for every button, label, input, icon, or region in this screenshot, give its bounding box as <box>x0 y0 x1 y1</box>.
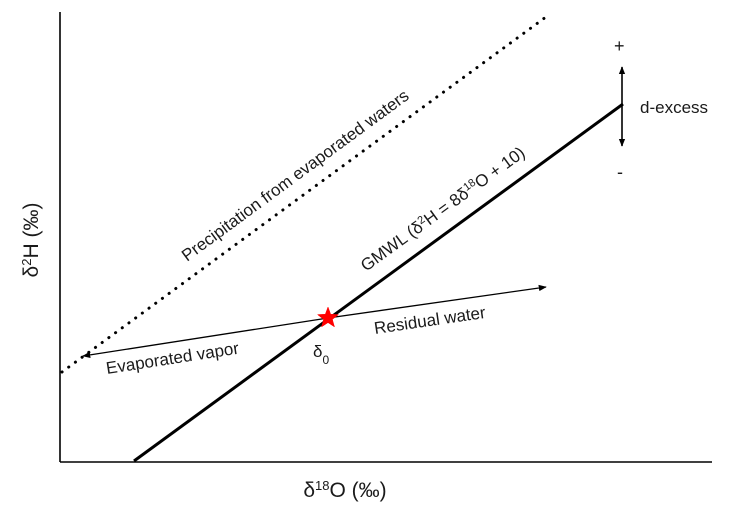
evaporated-precipitation-line <box>60 12 552 374</box>
x-axis-title: δ18O (‰) <box>303 478 386 503</box>
gmwl-line <box>133 102 624 463</box>
residual-water-label: Residual water <box>373 303 487 338</box>
evaporated-vapor-label: Evaporated vapor <box>105 339 241 378</box>
delta-zero-star-icon <box>316 306 340 328</box>
d-excess-plus-label: + <box>614 36 625 56</box>
delta-zero-label: δ0 <box>313 342 329 367</box>
gmwl-label: GMWL (δ2H = 8δ18O + 10) <box>357 143 528 275</box>
residual-water-arrow <box>327 284 547 319</box>
d-excess-minus-label: - <box>617 162 623 182</box>
d-excess-label: d-excess <box>640 98 708 117</box>
y-axis-title: δ2H (‰) <box>19 203 44 278</box>
dotted-line-label: Precipitation from evaporated waters <box>178 86 412 265</box>
evaporated-vapor-arrow <box>82 317 329 359</box>
